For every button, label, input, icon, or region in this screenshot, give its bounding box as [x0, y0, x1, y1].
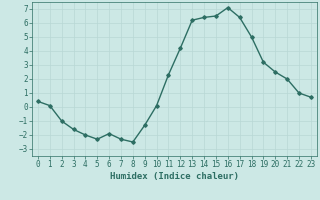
X-axis label: Humidex (Indice chaleur): Humidex (Indice chaleur)	[110, 172, 239, 181]
